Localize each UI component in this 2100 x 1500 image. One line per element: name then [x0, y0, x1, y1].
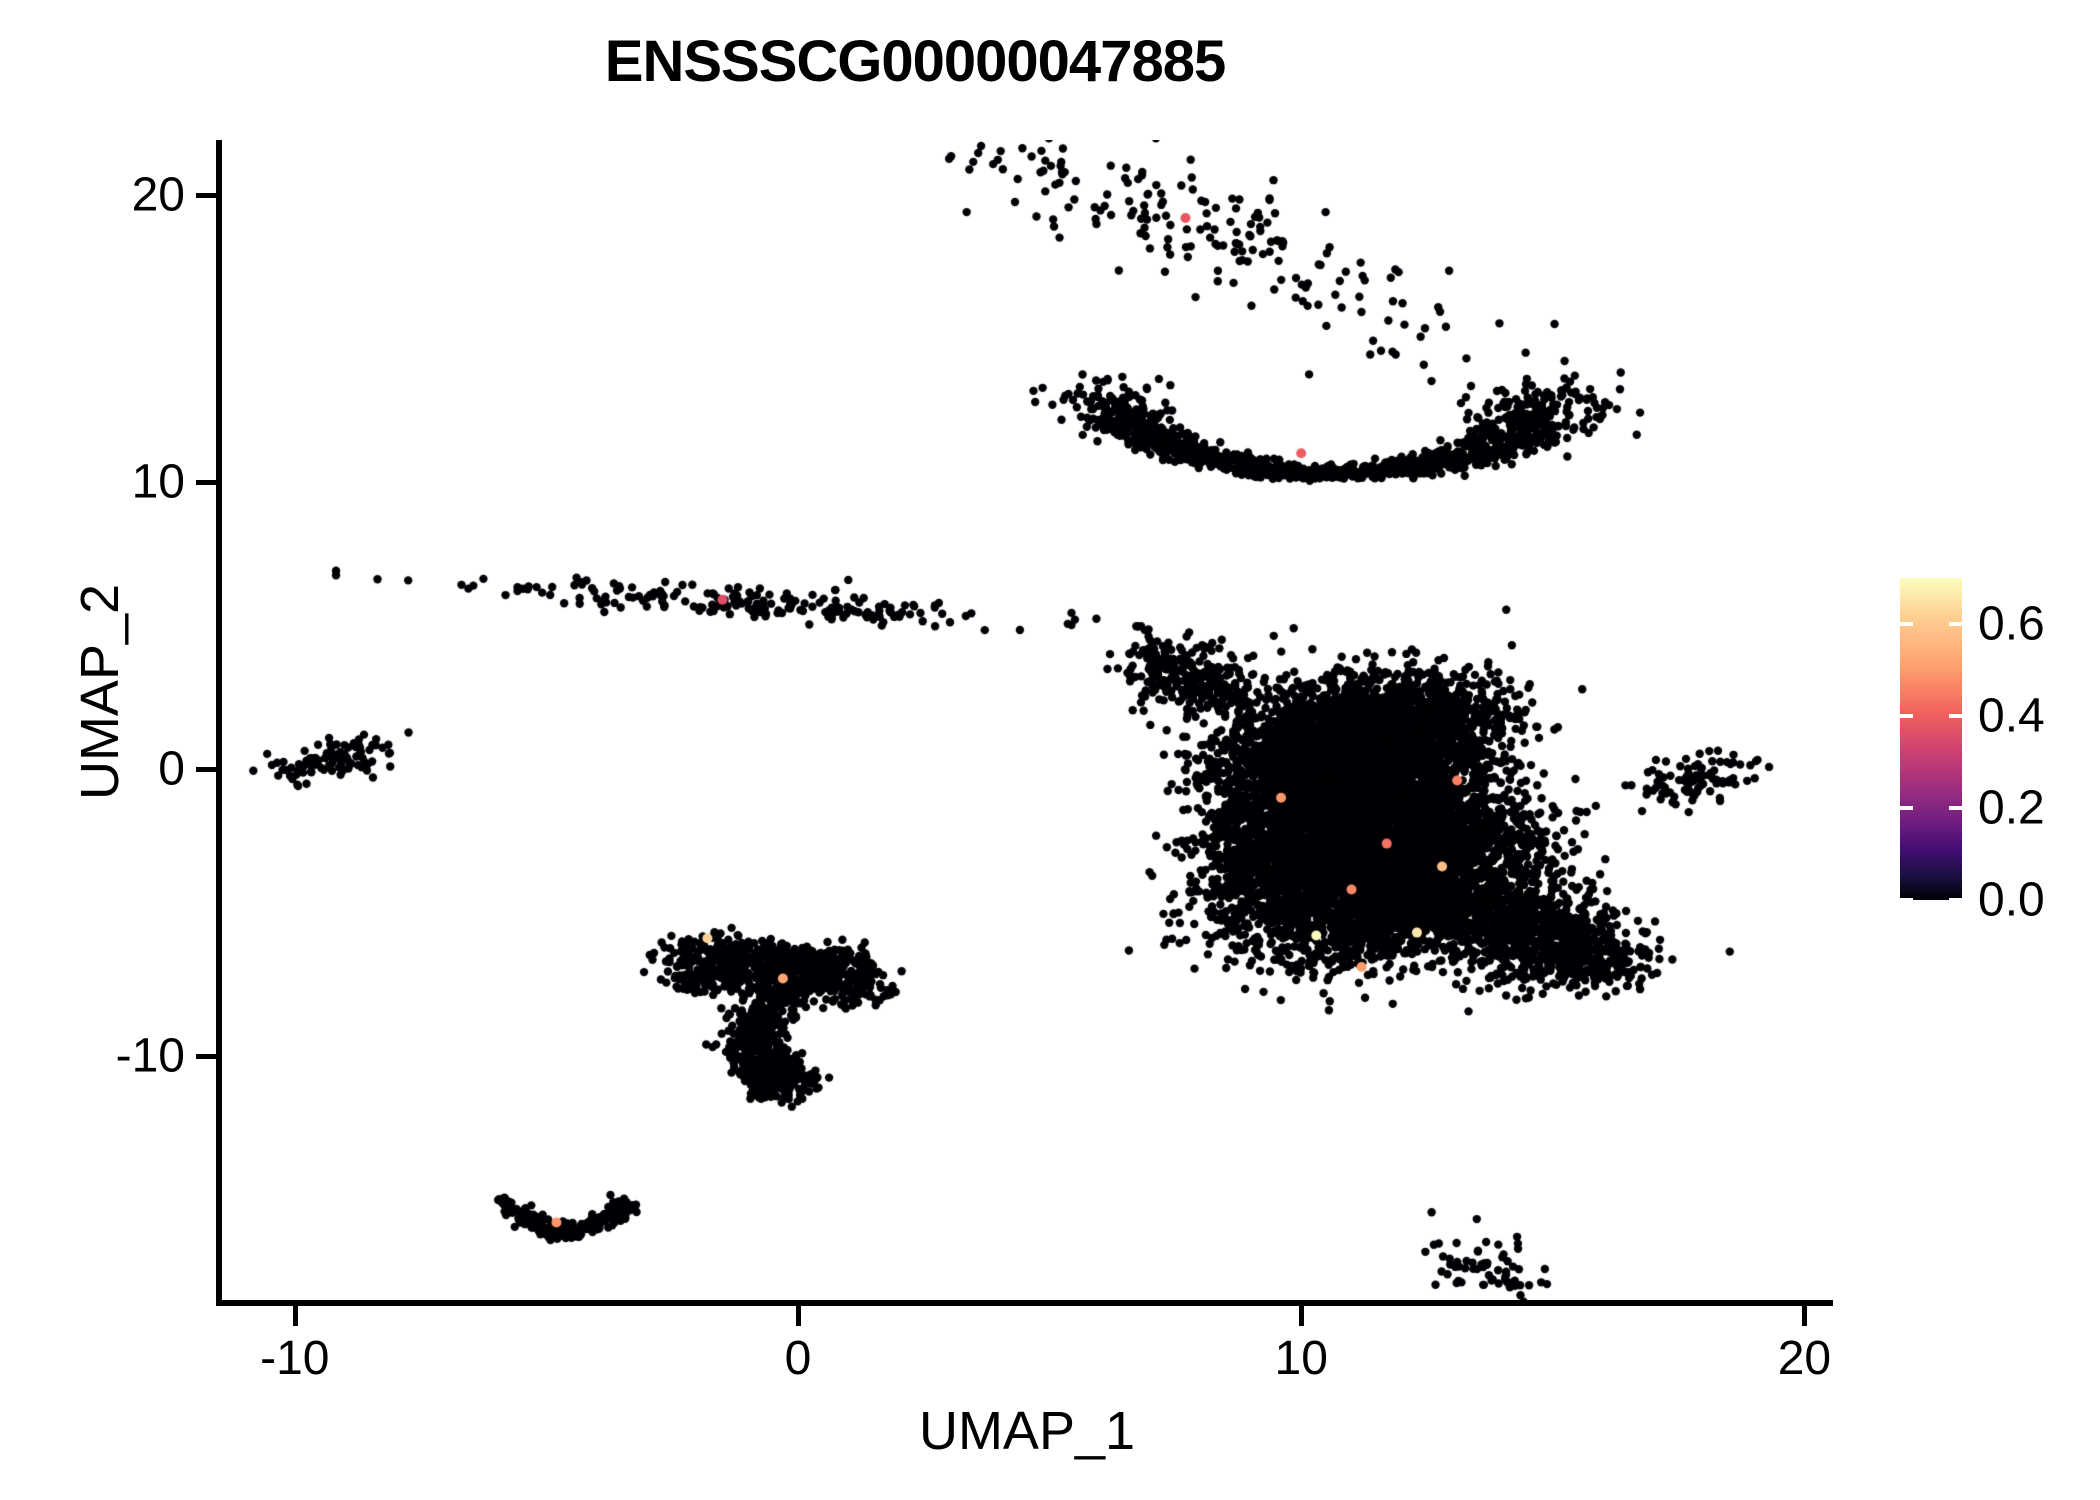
- y-tick-label: 10: [131, 455, 185, 509]
- y-tick-label: 0: [158, 742, 185, 796]
- colorbar-gradient: [1900, 578, 1962, 900]
- x-tick-mark: [1802, 1306, 1808, 1326]
- colorbar-tick-left: [1900, 806, 1913, 810]
- colorbar-tick-left: [1900, 622, 1913, 626]
- y-tick-label: -10: [115, 1029, 185, 1083]
- x-tick-mark: [796, 1306, 801, 1326]
- x-tick-mark: [1299, 1306, 1305, 1326]
- scatter-plot-canvas: [222, 140, 1832, 1303]
- y-tick-label: 20: [131, 168, 185, 222]
- x-tick-label: 20: [1777, 1332, 1832, 1385]
- colorbar-tick-label: 0.6: [1978, 597, 2045, 651]
- colorbar-tick-label: 0.2: [1978, 781, 2045, 835]
- y-tick-mark: [196, 193, 216, 198]
- x-tick-label: 10: [1274, 1332, 1328, 1385]
- x-tick-mark: [292, 1306, 298, 1326]
- color-legend: 0.6 0.4 0.2 0.0: [1900, 578, 2090, 927]
- x-axis-line: [216, 1300, 1833, 1306]
- colorbar-tick-right: [1949, 622, 1962, 626]
- colorbar-tick-right: [1949, 714, 1962, 718]
- colorbar-tick-right: [1949, 898, 1962, 902]
- colorbar-tick-left: [1900, 898, 1913, 902]
- x-axis-title: UMAP_1: [918, 1401, 1136, 1461]
- x-tick-label: -10: [260, 1332, 330, 1385]
- y-tick-mark: [196, 1054, 216, 1059]
- colorbar-tick-right: [1949, 806, 1962, 810]
- colorbar-tick-label: 0.4: [1978, 689, 2045, 743]
- colorbar-tick-label: 0.0: [1978, 873, 2045, 927]
- y-axis-title: UMAP_2: [70, 583, 130, 801]
- plot-panel: [222, 140, 1832, 1303]
- y-axis-line: [216, 140, 222, 1306]
- colorbar-tick-left: [1900, 714, 1913, 718]
- y-tick-mark: [196, 480, 216, 485]
- x-tick-label: 0: [784, 1332, 812, 1385]
- y-tick-mark: [196, 767, 216, 772]
- page-title: ENSSSCG00000047885: [604, 29, 1226, 94]
